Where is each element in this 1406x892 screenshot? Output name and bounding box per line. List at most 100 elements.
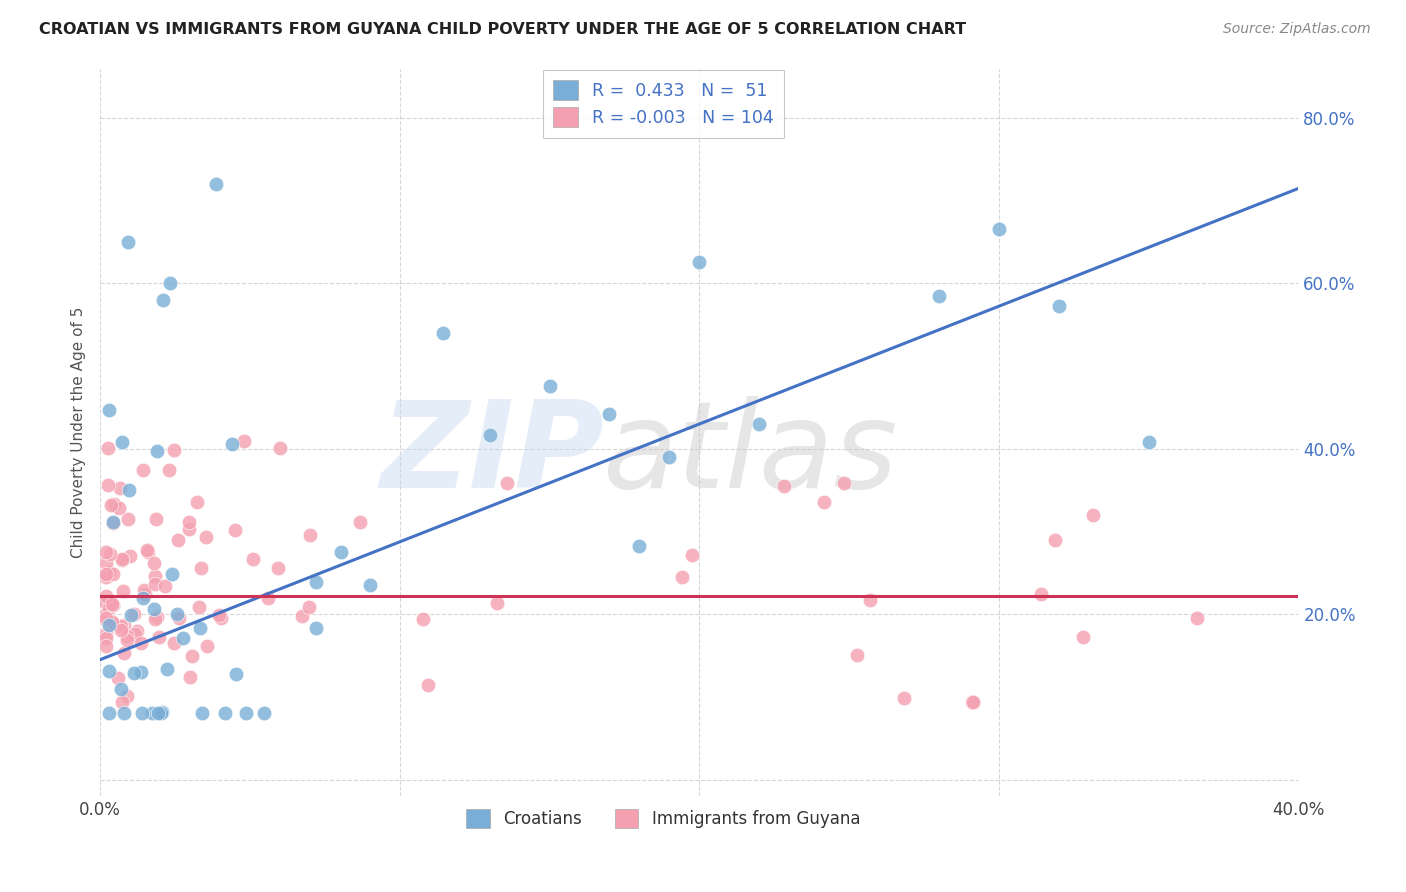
Point: [159, 277, 181, 291]
Point: [298, 600, 321, 615]
Point: [188, 621, 211, 635]
Point: [108, 481, 131, 495]
Point: [152, 293, 174, 307]
Point: [1029, 587, 1052, 601]
Point: [163, 443, 186, 458]
Point: [204, 178, 226, 192]
Point: [291, 609, 314, 624]
Point: [1047, 299, 1070, 313]
Point: [118, 549, 141, 564]
Point: [658, 450, 681, 464]
Point: [110, 623, 132, 637]
Point: [103, 497, 125, 511]
Point: [485, 596, 508, 610]
Point: [253, 706, 276, 721]
Point: [101, 516, 124, 530]
Point: [195, 640, 218, 654]
Point: [155, 579, 177, 593]
Point: [160, 567, 183, 582]
Point: [108, 500, 131, 515]
Point: [94, 556, 117, 570]
Point: [143, 577, 166, 591]
Point: [125, 624, 148, 639]
Point: [628, 540, 651, 554]
Point: [416, 678, 439, 692]
Point: [124, 627, 146, 641]
Point: [538, 378, 561, 392]
Point: [214, 706, 236, 721]
Point: [103, 516, 125, 530]
Point: [962, 695, 984, 709]
Point: [167, 610, 190, 624]
Point: [671, 569, 693, 583]
Point: [349, 515, 371, 529]
Point: [188, 600, 211, 615]
Point: [101, 615, 124, 629]
Point: [98, 547, 121, 561]
Point: [122, 665, 145, 680]
Text: ZIP: ZIP: [380, 396, 603, 513]
Point: [107, 671, 129, 685]
Point: [118, 483, 141, 497]
Point: [98, 403, 121, 417]
Point: [305, 622, 328, 636]
Point: [94, 544, 117, 558]
Point: [112, 646, 135, 660]
Point: [235, 706, 257, 721]
Point: [1045, 533, 1067, 548]
Point: [97, 478, 120, 492]
Point: [146, 444, 169, 458]
Point: [94, 611, 117, 625]
Point: [190, 561, 212, 575]
Point: [773, 479, 796, 493]
Point: [132, 591, 155, 605]
Point: [101, 615, 124, 629]
Point: [832, 475, 855, 490]
Point: [166, 607, 188, 622]
Point: [103, 598, 125, 612]
Point: [98, 665, 121, 679]
Point: [177, 516, 200, 530]
Point: [177, 522, 200, 536]
Point: [120, 607, 142, 622]
Point: [115, 690, 138, 704]
Point: [1081, 508, 1104, 522]
Point: [145, 511, 167, 525]
Point: [129, 665, 152, 679]
Point: [111, 552, 134, 566]
Point: [269, 441, 291, 455]
Point: [115, 633, 138, 648]
Point: [122, 607, 145, 622]
Point: [172, 631, 194, 645]
Point: [94, 631, 117, 645]
Point: [221, 436, 243, 450]
Point: [478, 427, 501, 442]
Point: [194, 531, 217, 545]
Text: Source: ZipAtlas.com: Source: ZipAtlas.com: [1223, 22, 1371, 37]
Point: [152, 706, 174, 720]
Point: [101, 597, 124, 611]
Point: [94, 566, 117, 581]
Point: [136, 543, 159, 558]
Point: [112, 617, 135, 632]
Point: [96, 441, 118, 455]
Point: [157, 462, 180, 476]
Point: [191, 706, 214, 721]
Point: [112, 706, 135, 721]
Point: [142, 556, 165, 570]
Point: [98, 600, 121, 615]
Point: [598, 407, 620, 421]
Point: [94, 607, 117, 621]
Point: [813, 495, 835, 509]
Point: [98, 598, 121, 612]
Point: [110, 619, 132, 633]
Point: [98, 565, 121, 579]
Point: [146, 610, 169, 624]
Point: [987, 222, 1010, 236]
Point: [94, 596, 117, 610]
Point: [432, 326, 454, 341]
Point: [148, 630, 170, 644]
Point: [134, 587, 156, 601]
Point: [163, 636, 186, 650]
Point: [94, 640, 117, 654]
